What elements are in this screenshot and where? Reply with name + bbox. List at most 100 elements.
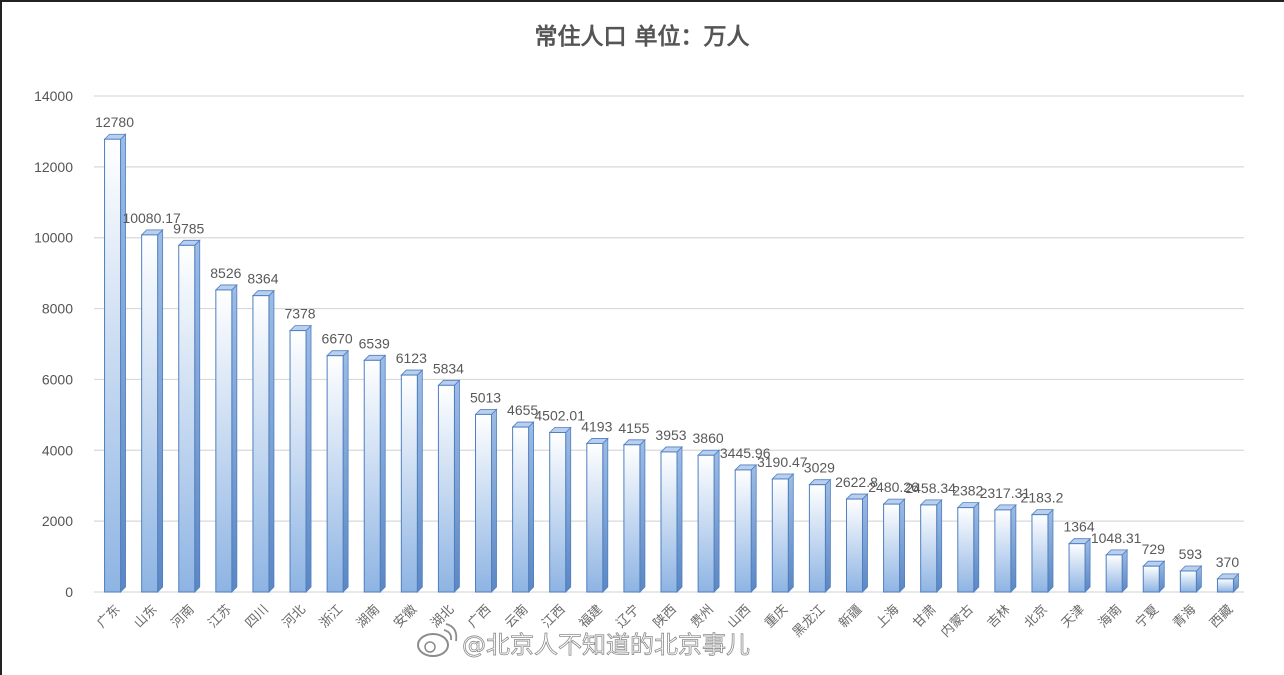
- bar-side: [899, 498, 905, 593]
- x-tick-label: 江西: [540, 602, 569, 631]
- x-tick-label: 湖南: [353, 602, 383, 632]
- bar-side: [305, 324, 312, 593]
- data-label: 2382: [952, 483, 983, 499]
- y-axis-ticks: 0 2000 4000 6000 8000 10000 12000 14000: [34, 88, 73, 600]
- x-tick-label: 重庆: [761, 602, 791, 632]
- x-tick-label: 内蒙古: [938, 602, 977, 641]
- data-label: 593: [1179, 546, 1203, 562]
- x-tick-label: 天津: [1059, 602, 1088, 631]
- bar-front: [1068, 543, 1086, 593]
- data-label: 2480.26: [868, 479, 919, 495]
- bar-side: [1047, 508, 1054, 593]
- bar: [882, 498, 906, 593]
- bar-front: [1105, 554, 1123, 593]
- bar: [734, 463, 758, 593]
- data-label: 2622.8: [835, 474, 878, 490]
- bar: [326, 349, 350, 593]
- bar-front: [586, 442, 604, 593]
- bar-side: [528, 421, 535, 593]
- bar-side: [1084, 537, 1091, 593]
- x-tick-label: 广西: [465, 602, 494, 631]
- bar-front: [1142, 565, 1160, 593]
- bar-side: [602, 437, 609, 593]
- x-tick-label: 新疆: [836, 602, 866, 632]
- bars: [103, 133, 1240, 593]
- bar: [1068, 537, 1092, 593]
- data-label: 4502.01: [534, 408, 585, 424]
- data-label: 4193: [581, 418, 612, 434]
- bar-side: [639, 438, 646, 593]
- bar-side: [120, 133, 126, 593]
- data-label: 1048.31: [1091, 530, 1142, 546]
- data-label: 4655: [507, 402, 538, 418]
- bar: [845, 493, 869, 593]
- bar-front: [994, 509, 1012, 593]
- watermark: @北京人不知道的北京事儿: [417, 623, 750, 659]
- data-label: 3190.47: [757, 454, 808, 470]
- bar-front: [1179, 570, 1197, 593]
- x-tick-label: 贵州: [688, 602, 717, 631]
- x-tick-label: 浙江: [317, 602, 346, 631]
- bar-front: [252, 295, 270, 593]
- data-label: 6670: [322, 331, 353, 347]
- x-tick-label: 辽宁: [613, 602, 643, 632]
- bar-front: [549, 432, 567, 593]
- bar-front: [215, 289, 233, 593]
- bar: [251, 289, 275, 593]
- bar-front: [141, 234, 159, 593]
- y-tick-label: 4000: [42, 442, 73, 458]
- bar-side: [416, 369, 423, 593]
- bar-front: [920, 504, 938, 593]
- bar: [622, 438, 646, 593]
- bar-front: [808, 484, 826, 593]
- data-label: 9785: [173, 220, 204, 236]
- bar: [214, 283, 238, 593]
- bar-front: [400, 374, 418, 593]
- weibo-logo-icon: [417, 623, 458, 657]
- x-tick-label: 吉林: [985, 602, 1014, 631]
- bar: [919, 498, 943, 593]
- data-label: 6123: [396, 350, 427, 366]
- bar: [808, 478, 832, 593]
- chart-title: 常住人口 单位：万人: [534, 23, 750, 50]
- data-label: 12780: [95, 114, 134, 130]
- bar-side: [268, 289, 275, 593]
- data-label: 7378: [284, 306, 315, 322]
- data-label: 2317.31: [980, 485, 1031, 501]
- bar-front: [178, 244, 196, 593]
- bar-side: [787, 473, 794, 593]
- bar-side: [676, 445, 683, 593]
- bar-front: [289, 330, 307, 593]
- x-tick-label: 安徽: [391, 602, 420, 631]
- bar-side: [157, 228, 164, 593]
- bar-side: [936, 498, 943, 593]
- data-label: 6539: [359, 335, 390, 351]
- bar-front: [660, 451, 678, 593]
- x-tick-label: 上海: [873, 602, 902, 631]
- y-tick-label: 12000: [34, 159, 73, 175]
- data-label: 10080.17: [122, 210, 181, 226]
- x-tick-label: 西藏: [1207, 602, 1236, 631]
- bar: [548, 426, 572, 593]
- bar-front: [363, 359, 381, 593]
- data-label: 4155: [618, 420, 649, 436]
- bar-side: [491, 408, 497, 593]
- bar: [140, 228, 164, 593]
- data-label: 3445.96: [720, 445, 771, 461]
- bar: [474, 408, 498, 593]
- data-label: 8364: [247, 271, 278, 287]
- x-tick-label: 四川: [243, 602, 272, 631]
- data-label: 729: [1142, 541, 1166, 557]
- bar-front: [845, 498, 863, 593]
- bar-side: [713, 449, 720, 593]
- x-tick-label: 江苏: [205, 602, 235, 632]
- data-label: 1364: [1063, 519, 1094, 535]
- y-tick-label: 10000: [34, 230, 73, 246]
- bar-side: [862, 493, 868, 593]
- bar-side: [194, 239, 201, 593]
- bar: [1216, 572, 1240, 593]
- data-label: 8526: [210, 265, 241, 281]
- bar: [1031, 508, 1054, 593]
